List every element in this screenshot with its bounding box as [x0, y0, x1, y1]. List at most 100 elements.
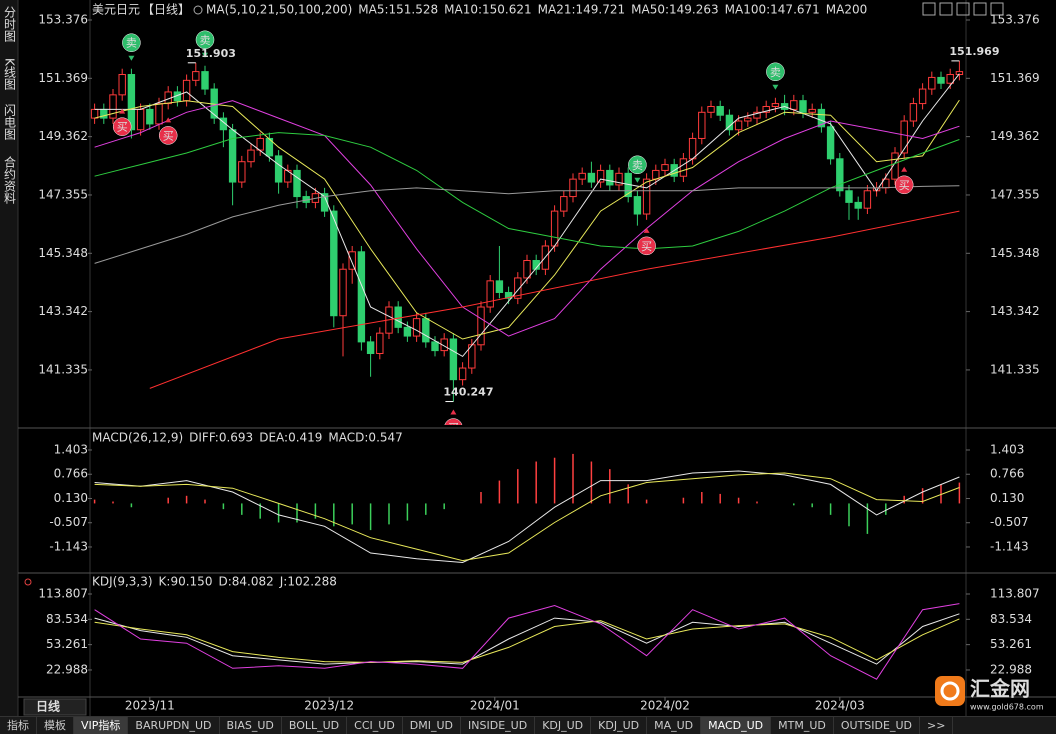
candle-body — [109, 94, 117, 119]
y-tick-label: -1.143 — [49, 539, 88, 553]
y-tick-label: 147.355 — [38, 187, 88, 201]
sidebar-tab[interactable]: K线图 — [3, 58, 17, 90]
candle-body — [366, 341, 375, 355]
y-tick-label: 1.403 — [990, 442, 1024, 456]
indicator-line — [94, 132, 960, 250]
indicator-tab[interactable]: VIP指标 — [74, 717, 129, 734]
y-tick-label: 153.376 — [38, 12, 88, 26]
legend-entry: MA21:149.721 — [538, 3, 626, 17]
indicator-line — [94, 472, 960, 562]
signal-label: 买 — [899, 179, 910, 192]
toolbar-icons[interactable] — [922, 2, 1004, 16]
indicator-tab[interactable]: KDJ_UD — [535, 717, 592, 734]
candle-body — [330, 210, 338, 317]
candle-body — [118, 74, 126, 96]
sidebar-tab[interactable]: 闪电图 — [3, 104, 17, 140]
signal-label: 买 — [163, 129, 174, 142]
candle-body — [182, 79, 191, 102]
signal-badge — [628, 155, 647, 175]
indicator-tab[interactable]: BIAS_UD — [220, 717, 282, 734]
candle-body — [146, 108, 154, 125]
indicator-tab[interactable]: BARUPDN_UD — [128, 717, 220, 734]
y-tick-label: 1.403 — [54, 442, 88, 456]
candle-body — [928, 76, 936, 90]
candle-body — [587, 172, 596, 183]
legend-entry: J:102.288 — [279, 575, 337, 589]
candle-body — [127, 74, 136, 131]
candle-body — [422, 318, 430, 343]
candle-body — [707, 105, 715, 113]
signal-badge — [195, 30, 215, 50]
y-tick-label: 53.261 — [990, 637, 1032, 651]
period-label[interactable]: 日线 — [36, 699, 60, 714]
toolbar-icon[interactable] — [922, 2, 936, 16]
candle-body — [799, 100, 807, 113]
indicator-tab[interactable]: 指标 — [0, 717, 37, 734]
y-tick-label: 0.130 — [54, 491, 88, 505]
indicator-tab[interactable]: CCI_UD — [347, 717, 403, 734]
y-tick-label: 83.534 — [990, 612, 1032, 626]
indicator-tab[interactable]: MACD_UD — [701, 717, 772, 734]
indicator-line — [149, 210, 960, 389]
signal-badge — [444, 418, 463, 425]
y-tick-label: -1.143 — [990, 539, 1029, 553]
candle-body — [514, 277, 522, 299]
candle-body — [293, 169, 301, 198]
signal-label: 卖 — [126, 37, 137, 50]
sidebar — [0, 0, 18, 716]
candle-body — [155, 103, 163, 125]
settings-icon — [193, 5, 203, 15]
signal-arrow — [202, 52, 208, 58]
legend-entry: MA50:149.263 — [631, 3, 719, 17]
candle-body — [376, 332, 384, 355]
indicator-tab[interactable]: MTM_UD — [771, 717, 834, 734]
candle-body — [431, 341, 439, 352]
candle-body — [412, 318, 421, 337]
signal-badge — [158, 126, 178, 145]
candle-body — [688, 137, 697, 160]
candle-body — [790, 100, 798, 110]
plot-area — [94, 603, 960, 680]
sidebar-tab[interactable]: 分时图 — [3, 6, 17, 42]
y-tick-label: 153.376 — [990, 12, 1040, 26]
candle-body — [560, 196, 568, 212]
indicator-name: MACD(26,12,9) — [92, 431, 183, 445]
period-box[interactable] — [23, 698, 87, 716]
candle-body — [219, 117, 228, 131]
indicator-tab[interactable]: MA_UD — [647, 717, 702, 734]
indicator-tab[interactable]: >> — [920, 717, 954, 734]
indicator-tab[interactable]: OUTSIDE_UD — [834, 717, 920, 734]
y-tick-label: 145.348 — [990, 246, 1040, 260]
candle-body — [504, 291, 513, 299]
indicator-tab[interactable]: KDJ_UD — [591, 717, 648, 734]
candle-body — [744, 117, 752, 122]
indicator-line — [94, 618, 960, 663]
legend-entry: D:84.082 — [218, 575, 273, 589]
toolbar-icon[interactable] — [990, 2, 1004, 16]
toolbar-icon[interactable] — [973, 2, 987, 16]
y-tick-label: 113.807 — [38, 586, 88, 600]
toolbar-icon[interactable] — [939, 2, 953, 16]
legend-entry: K:90.150 — [159, 575, 213, 589]
sidebar-tab[interactable]: 合约资料 — [3, 155, 17, 204]
indicator-name: MA(5,10,21,50,100,200) — [206, 3, 352, 17]
indicator-tab[interactable]: DMI_UD — [403, 717, 462, 734]
candle-body — [854, 201, 862, 209]
candle-body — [348, 251, 356, 270]
legend-entry: MA5:151.528 — [358, 3, 438, 17]
toolbar-icon[interactable] — [956, 2, 970, 16]
candle-body — [458, 367, 467, 381]
indicator-tab[interactable]: BOLL_UD — [282, 717, 348, 734]
y-tick-label: 143.342 — [990, 304, 1040, 318]
y-tick-label: 151.369 — [38, 71, 88, 85]
y-tick-label: 113.807 — [990, 586, 1040, 600]
candle-body — [357, 251, 366, 343]
signal-badge — [894, 175, 914, 195]
indicator-tab[interactable]: INSIDE_UD — [461, 717, 536, 734]
legend-entry: DEA:0.419 — [259, 431, 322, 445]
indicator-tab[interactable]: 模板 — [37, 717, 74, 734]
indicator-line — [94, 99, 960, 340]
candle-body — [734, 120, 743, 131]
candle-body — [596, 169, 605, 183]
